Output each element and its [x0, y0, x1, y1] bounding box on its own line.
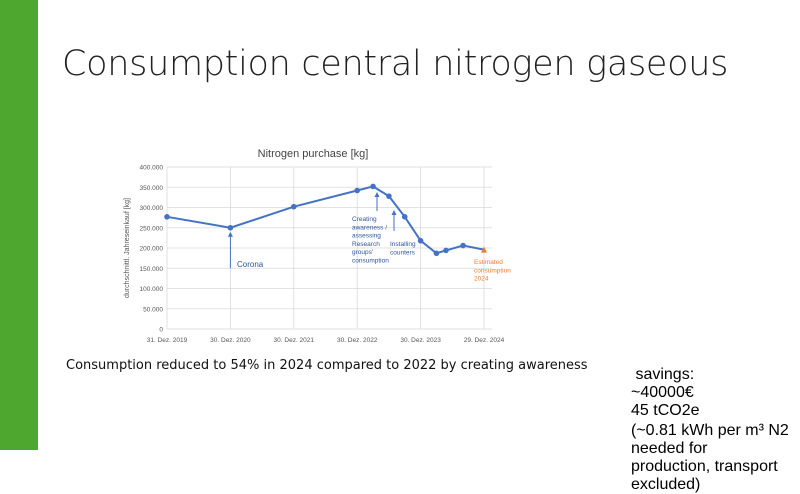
chart-title: Nitrogen purchase [kg]: [258, 148, 369, 160]
annotation-awareness-line: Research: [352, 241, 380, 248]
y-axis-label: durchschnittl. Jahreseinkauf [kg]: [124, 198, 131, 298]
x-tick-label: 30. Dez. 2021: [274, 337, 315, 344]
y-tick-label: 50.000: [143, 306, 163, 313]
data-point-estimated: [481, 246, 487, 253]
annotation-awareness-line: consumption: [352, 258, 389, 265]
savings-box: savings: ~40000€ 45 tCO2e (~0.81 kWh per…: [631, 366, 800, 494]
x-tick-label: 30. Dez. 2023: [400, 337, 441, 344]
y-tick-label: 300.000: [140, 205, 164, 212]
y-tick-label: 0: [159, 327, 163, 334]
y-tick-label: 200.000: [140, 246, 164, 253]
counters-arrow-head: [391, 210, 397, 215]
annotation-awareness-line: groups': [352, 249, 373, 256]
accent-sidebar-bar: [0, 0, 38, 450]
data-point: [443, 247, 449, 254]
slide-caption: Consumption reduced to 54% in 2024 compa…: [66, 358, 588, 373]
awareness-arrow-head: [374, 192, 380, 197]
x-tick-label: 31. Dez. 2019: [147, 337, 188, 344]
annotation-estimated-line: 2024: [474, 276, 489, 283]
data-point: [386, 193, 392, 199]
data-point: [401, 214, 408, 220]
series-line: [166, 185, 485, 255]
x-tick-label: 30. Dez. 2020: [210, 337, 251, 344]
data-point: [227, 224, 234, 231]
savings-note-line1: (~0.81 kWh per m³ N2 needed for: [631, 422, 789, 457]
data-point: [417, 237, 424, 244]
annotation-awareness-line: assessing: [352, 233, 381, 240]
savings-money: ~40000€: [631, 384, 694, 401]
annotation-awareness-line: awareness /: [352, 224, 387, 231]
annotation-estimated-line: Estimated: [474, 259, 503, 266]
y-tick-label: 350.000: [140, 185, 164, 192]
savings-note-line2: production, transport excluded): [631, 458, 778, 493]
x-tick-label: 30. Dez. 2022: [337, 337, 378, 344]
nitrogen-chart: Nitrogen purchase [kg] 0 50.000 100.000 150.…: [124, 148, 511, 344]
y-tick-label: 100.000: [140, 286, 164, 293]
data-point: [460, 242, 466, 249]
y-tick-label: 150.000: [140, 266, 164, 273]
savings-note: (~0.81 kWh per m³ N2 needed for producti…: [631, 422, 800, 494]
data-point: [433, 250, 440, 257]
data-point: [354, 187, 361, 194]
corona-arrow-head: [227, 231, 233, 237]
slide-title: Consumption central nitrogen gaseous: [62, 44, 729, 84]
annotation-awareness-line: Creating: [352, 216, 377, 223]
savings-co2: 45 tCO2e: [631, 402, 700, 419]
annotation-corona: Corona: [237, 260, 264, 269]
annotation-counters-line: counters: [390, 249, 416, 256]
y-tick-label: 250.000: [140, 225, 164, 232]
annotation-counters-line: Installing: [390, 241, 416, 248]
y-tick-label: 400.000: [140, 165, 164, 172]
data-point: [164, 214, 170, 220]
data-point: [291, 203, 297, 210]
savings-label: savings:: [631, 366, 695, 383]
data-point: [370, 183, 376, 190]
annotation-estimated-line: consumption: [474, 267, 511, 274]
x-tick-label: 29. Dez. 2024: [464, 337, 505, 344]
